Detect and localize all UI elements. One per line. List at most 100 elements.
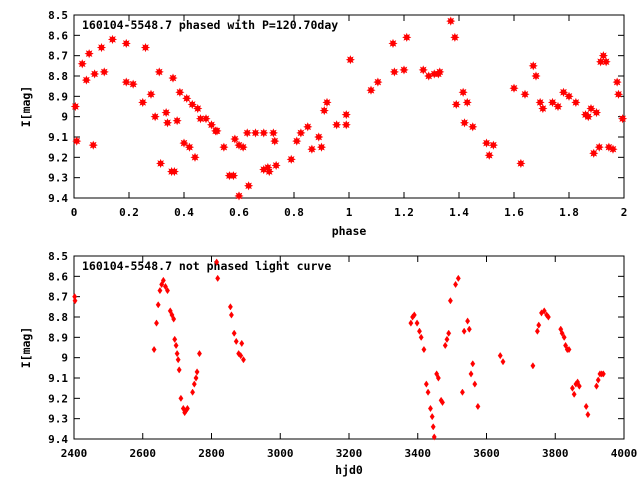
- data-point: [435, 67, 445, 77]
- data-point: [500, 358, 506, 366]
- data-point: [138, 97, 148, 107]
- data-point: [238, 352, 244, 360]
- data-point: [168, 73, 178, 83]
- unphased-y-tick-label: 8.5: [48, 250, 68, 263]
- phased-y-tick-label: 8.7: [48, 50, 68, 63]
- data-point: [444, 335, 450, 343]
- data-point: [322, 97, 332, 107]
- data-point: [173, 341, 179, 350]
- data-point: [179, 138, 189, 148]
- data-point: [468, 122, 478, 132]
- data-point: [214, 258, 220, 266]
- data-point: [160, 276, 166, 284]
- phased-y-tick-label: 8.8: [48, 70, 68, 83]
- data-point: [190, 152, 200, 162]
- phased-y-tick-label: 9.4: [48, 192, 68, 205]
- data-point: [399, 65, 409, 75]
- data-point: [172, 116, 182, 126]
- phased-x-tick-label: 2: [621, 206, 628, 219]
- data-point: [268, 128, 278, 138]
- data-point: [509, 83, 519, 93]
- data-point: [450, 32, 460, 42]
- unphased-x-tick-label: 4000: [611, 447, 638, 460]
- data-point: [228, 171, 239, 181]
- data-point: [157, 287, 163, 295]
- data-point: [239, 339, 245, 347]
- data-point: [270, 136, 280, 146]
- unphased-data-points: [72, 258, 606, 441]
- unphased-y-tick-label: 8.6: [48, 270, 68, 283]
- data-point: [70, 101, 80, 112]
- data-point: [99, 67, 109, 77]
- data-point: [559, 329, 565, 337]
- unphased-light-curve-panel: 2400 2600 2800 3000 3200 3400 3600 3800 4000 8.5 8…: [19, 250, 637, 477]
- data-point: [215, 274, 221, 282]
- data-point: [465, 317, 471, 325]
- phased-x-tick-label: 0.6: [229, 206, 249, 219]
- data-point: [107, 34, 118, 44]
- data-point: [194, 368, 200, 376]
- data-point: [601, 57, 611, 67]
- data-point: [541, 307, 547, 315]
- data-point: [241, 356, 246, 364]
- data-point: [414, 319, 420, 327]
- data-point: [447, 297, 453, 305]
- phased-y-axis-label: I[mag]: [19, 86, 33, 128]
- data-point: [534, 327, 540, 335]
- data-point: [190, 388, 196, 396]
- phased-y-tick-label: 8.6: [48, 29, 68, 42]
- data-point: [228, 311, 234, 319]
- data-point: [446, 16, 456, 26]
- phased-x-tick-label: 1.8: [559, 206, 579, 219]
- data-point: [154, 67, 164, 77]
- data-point: [472, 380, 478, 388]
- data-point: [303, 122, 313, 132]
- phased-y-tick-label: 9.1: [48, 131, 68, 144]
- phased-x-tick-label: 0.8: [284, 206, 304, 219]
- data-point: [373, 77, 383, 87]
- data-point: [497, 352, 503, 360]
- phased-y-tick-label: 8.9: [48, 90, 68, 103]
- data-point: [140, 42, 151, 53]
- phased-x-tick-label: 0: [71, 206, 78, 219]
- data-point: [418, 333, 424, 341]
- data-point: [594, 382, 599, 390]
- data-point: [586, 103, 596, 114]
- data-point: [314, 132, 324, 142]
- data-point: [388, 38, 398, 49]
- data-point: [234, 191, 244, 201]
- data-point: [453, 280, 459, 289]
- unphased-x-tick-label: 3800: [542, 447, 569, 460]
- data-point: [286, 154, 296, 164]
- data-point: [242, 128, 252, 138]
- unphased-y-tick-label: 8.7: [48, 291, 68, 304]
- data-point: [516, 158, 526, 168]
- data-point: [585, 411, 591, 419]
- data-point: [440, 398, 445, 406]
- data-point: [425, 388, 431, 396]
- data-point: [227, 303, 233, 311]
- data-point: [197, 350, 202, 358]
- data-point: [96, 42, 107, 53]
- data-point: [319, 106, 329, 116]
- data-point: [600, 370, 606, 378]
- unphased-y-tick-label: 9: [61, 352, 68, 365]
- data-point: [72, 297, 78, 305]
- data-point: [182, 93, 192, 103]
- data-point: [212, 126, 222, 136]
- data-point: [296, 128, 306, 138]
- data-point: [121, 77, 131, 87]
- unphased-y-tick-label: 9.2: [48, 392, 68, 405]
- data-point: [174, 350, 180, 358]
- data-point: [230, 134, 240, 144]
- unphased-x-tick-label: 2800: [198, 447, 225, 460]
- data-point: [121, 38, 131, 49]
- data-point: [307, 144, 317, 154]
- data-point: [475, 402, 481, 411]
- data-point: [417, 327, 422, 335]
- data-point: [488, 140, 498, 150]
- data-point: [206, 120, 217, 130]
- data-point: [459, 118, 470, 128]
- unphased-x-tick-label: 3600: [473, 447, 500, 460]
